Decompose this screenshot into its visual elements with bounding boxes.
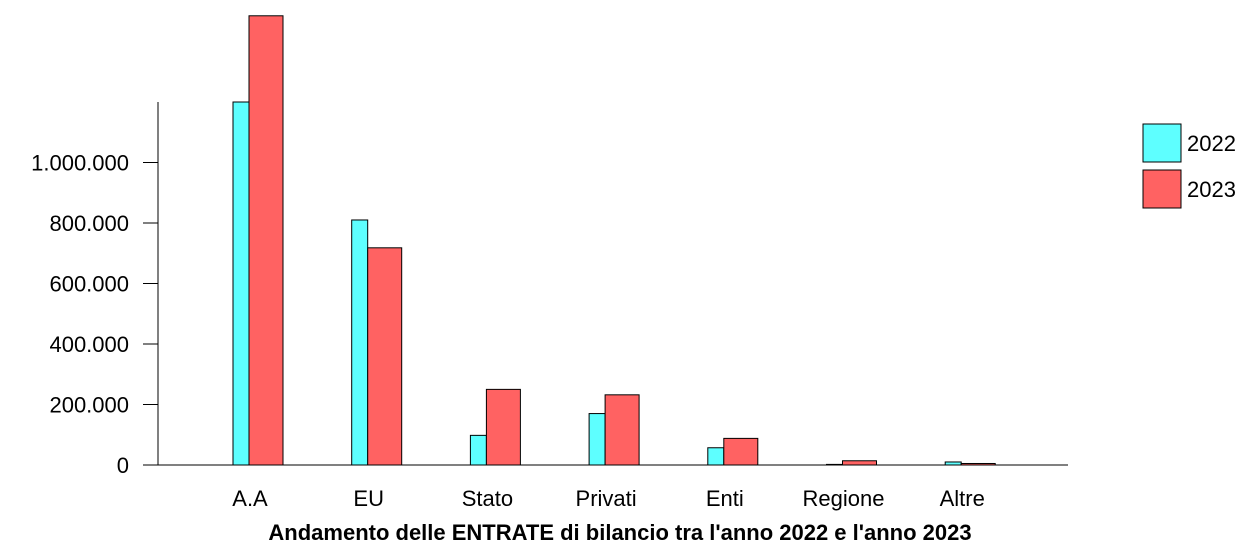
legend: 2022 2023 xyxy=(1142,123,1236,209)
bar-2023-eu xyxy=(367,247,403,466)
x-category-label: EU xyxy=(353,486,384,511)
bar-2022-a-a xyxy=(232,101,250,466)
x-category-label: A.A xyxy=(232,486,268,511)
bar-2023-enti xyxy=(723,437,759,466)
x-category-label: Enti xyxy=(706,486,744,511)
bar-2022-stato xyxy=(469,434,487,466)
bars xyxy=(232,15,996,466)
bar-2022-enti xyxy=(707,447,725,466)
legend-swatch-2022 xyxy=(1142,123,1182,163)
x-category-label: Stato xyxy=(462,486,513,511)
y-tick-label: 600.000 xyxy=(49,272,129,297)
y-tick-label: 400.000 xyxy=(49,332,129,357)
y-tick-label: 1.000.000 xyxy=(31,151,129,176)
legend-label-2023: 2023 xyxy=(1187,177,1236,202)
bar-2023-privati xyxy=(604,394,640,466)
bar-2023-a-a xyxy=(248,15,284,466)
bar-2023-stato xyxy=(485,388,521,466)
x-category-label: Regione xyxy=(803,486,885,511)
x-category-label: Altre xyxy=(940,486,985,511)
chart-title: Andamento delle ENTRATE di bilancio tra … xyxy=(268,520,971,545)
y-tick-label: 800.000 xyxy=(49,211,129,236)
bar-2022-privati xyxy=(588,413,606,466)
bar-2022-eu xyxy=(351,219,369,466)
y-tick-label: 200.000 xyxy=(49,393,129,418)
legend-label-2022: 2022 xyxy=(1187,131,1236,156)
legend-swatch-2023 xyxy=(1142,169,1182,209)
x-axis-labels: A.A EU Stato Privati Enti Regione Altre xyxy=(232,486,985,511)
bar-2023-regione xyxy=(842,460,877,466)
y-tick-label: 0 xyxy=(117,453,129,478)
y-axis-ticks: 0 200.000 400.000 600.000 800.000 1.000.000 xyxy=(31,151,158,478)
x-category-label: Privati xyxy=(576,486,637,511)
